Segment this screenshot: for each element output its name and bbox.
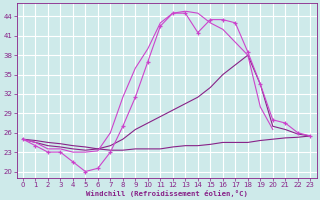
X-axis label: Windchill (Refroidissement éolien,°C): Windchill (Refroidissement éolien,°C) bbox=[86, 190, 248, 197]
